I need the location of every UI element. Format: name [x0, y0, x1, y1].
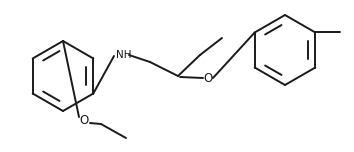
Text: O: O: [79, 114, 88, 126]
Text: NH: NH: [116, 50, 131, 60]
Text: O: O: [204, 71, 213, 85]
